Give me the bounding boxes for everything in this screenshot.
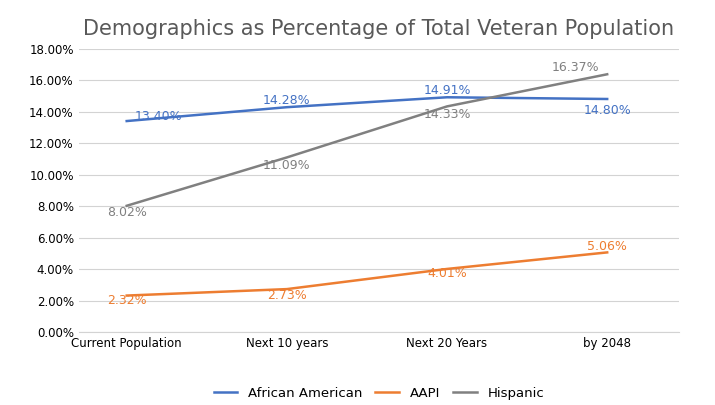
Legend: African American, AAPI, Hispanic: African American, AAPI, Hispanic bbox=[208, 382, 550, 405]
Text: 8.02%: 8.02% bbox=[107, 206, 147, 219]
Text: 4.01%: 4.01% bbox=[427, 267, 467, 280]
Text: 11.09%: 11.09% bbox=[263, 159, 311, 172]
Text: 14.80%: 14.80% bbox=[583, 104, 631, 117]
Text: 14.28%: 14.28% bbox=[263, 94, 311, 107]
Text: 2.32%: 2.32% bbox=[107, 294, 147, 307]
Text: 5.06%: 5.06% bbox=[587, 240, 627, 253]
Title: Demographics as Percentage of Total Veteran Population: Demographics as Percentage of Total Vete… bbox=[84, 19, 674, 39]
Text: 2.73%: 2.73% bbox=[267, 289, 307, 302]
Text: 13.40%: 13.40% bbox=[134, 110, 182, 123]
Text: 14.33%: 14.33% bbox=[423, 108, 470, 121]
Text: 14.91%: 14.91% bbox=[423, 85, 470, 98]
Text: 16.37%: 16.37% bbox=[551, 62, 599, 75]
